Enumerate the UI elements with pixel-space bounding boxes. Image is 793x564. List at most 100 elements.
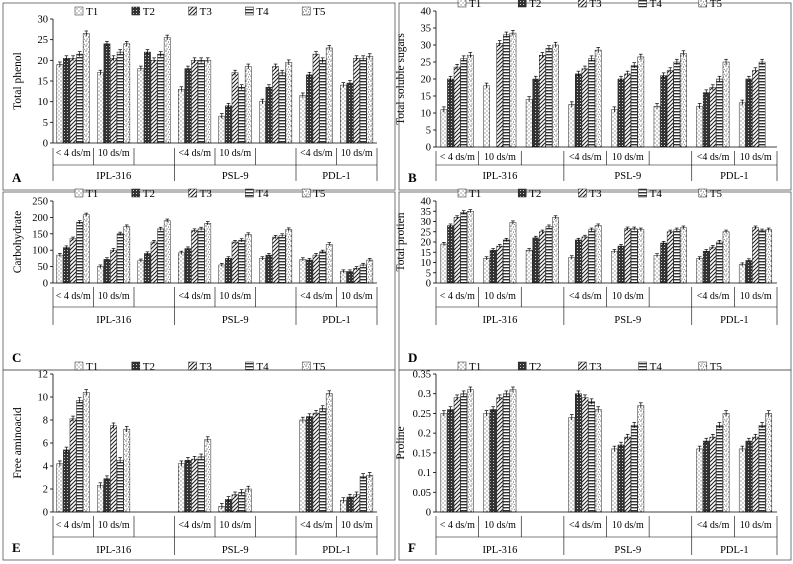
category-label: <4 ds/m: [697, 152, 730, 163]
bar-t3: [496, 43, 504, 148]
bar-t5: [285, 229, 293, 284]
legend-swatch-t1: [74, 188, 84, 198]
bar-t5: [163, 37, 171, 144]
legend-swatch-t2: [517, 188, 527, 198]
bar-t5: [285, 62, 293, 144]
bar-t1: [97, 72, 104, 144]
bar-t1: [738, 264, 746, 284]
bar-t2: [489, 249, 497, 284]
bar-t5: [325, 393, 333, 513]
bar-t3: [312, 53, 320, 144]
bar-t3: [312, 412, 320, 513]
panel-frame: [398, 369, 792, 561]
panel-frame: [2, 2, 396, 191]
category-label: <4 ds/m: [569, 291, 602, 302]
bar-t3: [231, 241, 239, 284]
bar-t1: [97, 485, 104, 513]
bar-t5: [244, 66, 252, 144]
bar-t3: [666, 70, 674, 148]
panel-frame: [398, 2, 792, 191]
bar-t1: [299, 259, 307, 284]
bar-t3: [110, 425, 117, 513]
bar-t3: [539, 54, 546, 148]
y-tick-label: 8: [43, 416, 48, 427]
bar-t2: [63, 247, 70, 284]
bar-t2: [575, 239, 582, 284]
category-label: < 4 ds/m: [56, 520, 91, 531]
bar-t1: [611, 250, 618, 284]
y-tick-label: 10: [421, 258, 432, 269]
bar-t1: [299, 95, 307, 144]
bar-t3: [150, 241, 158, 284]
y-tick-label: 10: [38, 393, 49, 404]
bar-t2: [103, 478, 111, 513]
bar-t2: [225, 258, 232, 284]
y-tick-label: 100: [32, 246, 48, 257]
legend-label-t3: T3: [589, 0, 602, 10]
bar-t3: [581, 236, 589, 284]
legend-swatch-t4: [245, 188, 254, 198]
bar-t4: [588, 401, 595, 513]
bar-t4: [278, 72, 286, 144]
bar-t2: [63, 58, 70, 144]
y-tick-label: 15: [38, 77, 49, 88]
legend-label-t3: T3: [589, 361, 602, 373]
bar-t4: [238, 86, 246, 144]
y-tick-label: 0: [426, 279, 431, 290]
bar-t1: [440, 413, 448, 513]
y-tick-label: 4: [43, 462, 49, 473]
legend-label-t5: T5: [710, 188, 723, 200]
bar-t1: [340, 271, 347, 284]
y-tick-label: 15: [421, 248, 432, 259]
bar-t5: [722, 61, 730, 148]
bar-t2: [346, 82, 354, 144]
bar-t2: [745, 440, 753, 513]
group-label: PSL-9: [614, 315, 641, 326]
legend-label-t2: T2: [529, 361, 541, 373]
y-axis-label: Total protien: [395, 212, 407, 271]
bar-t3: [752, 227, 759, 284]
category-label: 10 ds/m: [219, 291, 251, 302]
category-label: 10 ds/m: [341, 520, 373, 531]
bar-t2: [532, 237, 540, 284]
bar-t1: [738, 448, 746, 513]
bar-t1: [568, 257, 576, 284]
category-label: 10 ds/m: [98, 291, 130, 302]
category-label: 10 ds/m: [612, 291, 644, 302]
category-label: <4 ds/m: [300, 148, 333, 159]
category-label: <4 ds/m: [178, 291, 211, 302]
y-tick-label: 0.1: [418, 468, 431, 479]
chart-panel-e: 0 2 4 6 8 10 12 Free aminoacid < 4 ds/m 10 ds/m <4…: [2, 361, 396, 561]
bar-t1: [218, 264, 226, 284]
bar-t5: [244, 488, 252, 513]
category-label: <4 ds/m: [697, 291, 730, 302]
bar-t5: [637, 405, 645, 513]
legend-label-t2: T2: [143, 6, 155, 18]
bar-t4: [238, 240, 246, 284]
category-label: <4 ds/m: [697, 520, 730, 531]
legend-swatch-t2: [131, 361, 141, 371]
bar-t2: [447, 409, 454, 513]
y-tick-label: 25: [421, 58, 432, 69]
category-label: 10 ds/m: [341, 291, 373, 302]
category-label: < 4 ds/m: [440, 520, 475, 531]
bar-t3: [191, 60, 198, 144]
panel-letter: C: [12, 350, 21, 365]
legend-swatch-t4: [245, 361, 254, 371]
category-label: 10 ds/m: [740, 291, 772, 302]
group-label: PDL-1: [322, 315, 351, 326]
legend-label-t4: T4: [650, 0, 663, 10]
bar-t3: [453, 66, 461, 148]
legend-swatch-t5: [698, 188, 708, 198]
bar-t4: [545, 226, 553, 284]
category-label: 10 ds/m: [612, 152, 644, 163]
bar-t3: [581, 68, 589, 148]
bar-t5: [466, 54, 474, 148]
category-label: <4 ds/m: [300, 291, 333, 302]
category-label: <4 ds/m: [300, 520, 333, 531]
y-tick-label: 0: [426, 143, 431, 154]
bar-t3: [69, 58, 77, 144]
bar-t4: [630, 65, 638, 148]
y-tick-label: 40: [421, 7, 432, 18]
bar-t5: [552, 217, 559, 284]
